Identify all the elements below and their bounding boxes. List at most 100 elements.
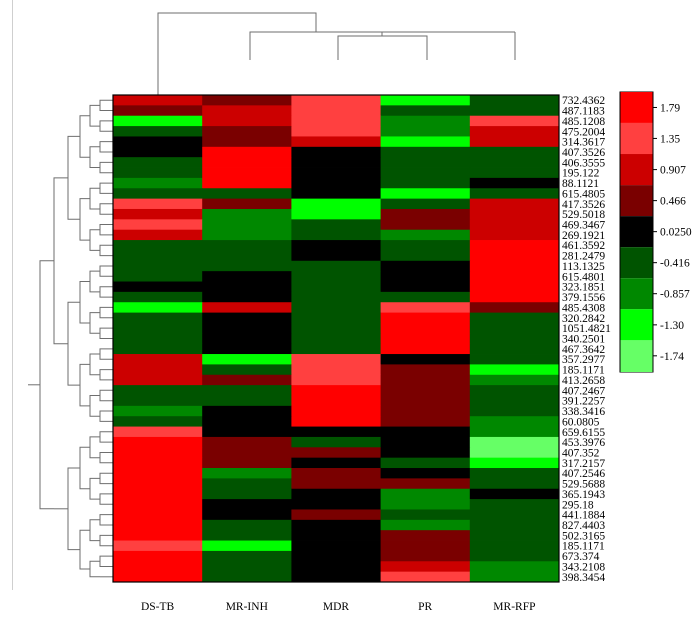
heatmap-cell xyxy=(469,177,560,189)
color-key-swatch xyxy=(620,216,653,248)
row-dendro-link xyxy=(99,182,113,194)
color-key: 1.79 1.35 0.907 0.466 0.0250 -0.416 -0.857 -1.3… xyxy=(619,91,692,373)
heatmap-cell xyxy=(291,457,381,469)
heatmap-cell xyxy=(113,322,203,334)
row-label: 615.4805 xyxy=(562,188,605,200)
heatmap-cell xyxy=(202,281,292,293)
heatmap-cell xyxy=(113,447,203,459)
row-dendro-link xyxy=(53,177,68,345)
color-key-label: -1.74 xyxy=(660,351,684,363)
heatmap-cell xyxy=(380,488,471,500)
heatmap-cell xyxy=(291,499,381,510)
heatmap-cell xyxy=(380,571,471,583)
heatmap-cell xyxy=(291,561,381,573)
heatmap-cell xyxy=(469,519,560,531)
row-dendro-link xyxy=(89,270,100,293)
heatmap-cell xyxy=(469,105,560,117)
row-label: 659.6155 xyxy=(562,427,605,439)
heatmap-cell xyxy=(113,436,203,448)
heatmap-cell xyxy=(380,509,471,521)
heatmap-cell xyxy=(380,343,471,355)
row-dendro-link xyxy=(99,555,113,567)
heatmap-cell xyxy=(291,416,381,427)
column-label: MR-RFP xyxy=(493,601,535,613)
heatmap-cell xyxy=(113,343,203,355)
heatmap-cell xyxy=(202,468,292,479)
row-dendro-link xyxy=(99,306,113,319)
heatmap-cell xyxy=(469,271,560,282)
heatmap-cell xyxy=(469,157,560,168)
heatmap-cell xyxy=(291,198,381,210)
heatmap-cells xyxy=(113,95,560,583)
heatmap-cell xyxy=(380,416,471,427)
heatmap-cell xyxy=(202,530,292,541)
heatmap-cell xyxy=(113,136,203,148)
heatmap-cell xyxy=(113,519,203,531)
heatmap-cell xyxy=(291,322,381,334)
row-label: 529.5018 xyxy=(562,209,605,221)
heatmap-cell xyxy=(202,157,292,168)
heatmap-cell xyxy=(469,354,560,365)
row-label: 391.2257 xyxy=(562,396,605,408)
heatmap-cell xyxy=(380,302,471,313)
heatmap-cell xyxy=(380,478,471,490)
heatmap-cell xyxy=(380,395,471,407)
row-label: 1051.4821 xyxy=(562,323,611,335)
heatmap-cell xyxy=(469,188,560,200)
heatmap-cell xyxy=(113,364,203,376)
heatmap-cell xyxy=(380,188,471,200)
row-dendro-link xyxy=(89,353,100,376)
row-label: 379.1556 xyxy=(562,292,605,304)
heatmap-cell xyxy=(469,405,560,417)
heatmap-cell xyxy=(291,405,381,417)
row-label: 295.18 xyxy=(562,499,594,511)
heatmap-cell xyxy=(202,457,292,469)
heatmap-cell xyxy=(291,208,381,220)
row-label: 413.2658 xyxy=(562,375,605,387)
heatmap-cell xyxy=(202,333,292,345)
row-label: 732.4362 xyxy=(562,95,605,107)
heatmap-cell xyxy=(469,302,560,313)
heatmap-cell xyxy=(202,115,292,127)
row-dendro-link xyxy=(99,410,113,422)
heatmap-cell xyxy=(469,343,560,355)
color-key-label: 1.79 xyxy=(660,102,680,114)
row-dendro-link xyxy=(99,472,113,485)
heatmap-cell xyxy=(113,219,203,231)
heatmap-cell xyxy=(202,540,292,552)
row-label: 365.1943 xyxy=(562,489,605,501)
row-label: 469.3467 xyxy=(562,220,605,232)
heatmap-cell xyxy=(202,198,292,210)
row-label: 320.2842 xyxy=(562,313,605,325)
row-label: 317.2157 xyxy=(562,458,605,470)
row-label: 60.0805 xyxy=(562,416,600,428)
heatmap-cell xyxy=(380,198,471,210)
color-key-swatch xyxy=(620,340,653,372)
heatmap-cell xyxy=(202,385,292,396)
heatmap-cell xyxy=(202,509,292,521)
row-dendro-link xyxy=(99,161,113,174)
heatmap-cell xyxy=(469,219,560,231)
heatmap-cell xyxy=(202,322,292,334)
color-key-label: 0.907 xyxy=(660,165,686,177)
heatmap-cell xyxy=(202,95,292,106)
heatmap-cell xyxy=(113,457,203,469)
heatmap-cell xyxy=(113,260,203,272)
heatmap-cell xyxy=(291,571,381,583)
heatmap-cell xyxy=(380,530,471,541)
heatmap-cell xyxy=(202,219,292,231)
heatmap-cell xyxy=(113,281,203,293)
heatmap-cell xyxy=(380,405,471,417)
heatmap-cell xyxy=(202,208,292,220)
heatmap-border xyxy=(112,94,560,583)
row-label: 407.3526 xyxy=(562,147,605,159)
heatmap-cell xyxy=(469,364,560,376)
heatmap-cell xyxy=(291,488,381,500)
row-label: 461.3592 xyxy=(562,240,605,252)
row-label: 398.3454 xyxy=(562,572,605,584)
heatmap-cell xyxy=(202,426,292,438)
heatmap-cell xyxy=(291,291,381,303)
heatmap-cell xyxy=(469,395,560,407)
row-label: 417.3526 xyxy=(562,199,605,211)
